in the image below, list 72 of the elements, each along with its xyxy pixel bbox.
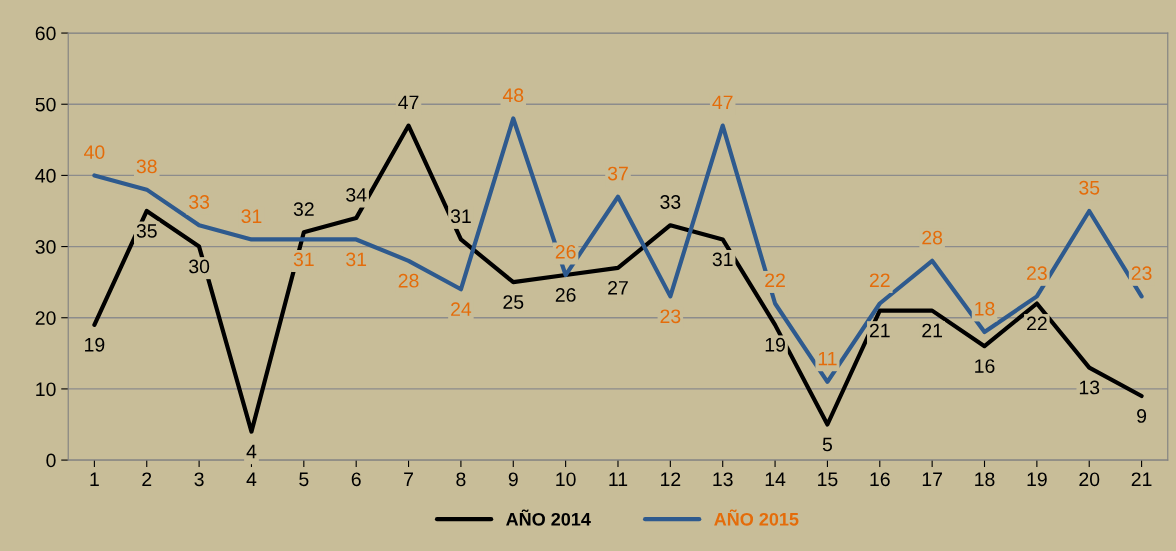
- data-label: 26: [555, 244, 576, 259]
- x-tick-label: 2: [142, 472, 152, 486]
- y-tick-label: 60: [35, 26, 56, 41]
- data-label: 23: [660, 309, 681, 324]
- data-label: 47: [398, 95, 419, 110]
- data-label: 19: [85, 337, 105, 352]
- data-label: 28: [398, 273, 419, 288]
- x-tick-label: 12: [661, 472, 681, 486]
- x-tick-label: 20: [1079, 472, 1100, 487]
- data-label: 40: [84, 145, 105, 160]
- x-tick-label: 17: [922, 472, 942, 486]
- x-tick-label: 14: [765, 472, 786, 486]
- x-tick-label: 16: [870, 472, 890, 487]
- data-label: 25: [503, 295, 524, 309]
- data-label: 30: [189, 259, 210, 274]
- x-tick-label: 4: [246, 472, 257, 486]
- data-label: 31: [712, 252, 733, 267]
- x-tick-label: 1: [90, 472, 99, 486]
- data-label: 19: [765, 337, 785, 352]
- data-label: 22: [1027, 316, 1047, 331]
- x-tick-label: 18: [975, 472, 995, 487]
- data-label: 47: [712, 95, 733, 110]
- x-tick-label: 6: [351, 472, 361, 487]
- data-label: 38: [136, 159, 157, 174]
- x-tick-label: 15: [818, 472, 838, 487]
- y-tick-label: 40: [35, 168, 56, 183]
- data-label: 11: [818, 351, 837, 366]
- y-tick-label: 50: [35, 97, 56, 112]
- data-label: 31: [241, 209, 262, 224]
- data-label: 28: [922, 230, 943, 245]
- data-label: 5: [822, 437, 833, 452]
- data-label: 22: [765, 273, 785, 287]
- data-label: 32: [293, 202, 314, 216]
- data-label: 35: [136, 224, 157, 238]
- x-tick-label: 13: [713, 472, 733, 487]
- data-label: 31: [346, 252, 367, 267]
- x-tick-label: 8: [456, 472, 466, 487]
- data-label: 37: [607, 166, 628, 181]
- data-label: 16: [975, 359, 995, 373]
- x-tick-label: 10: [556, 472, 576, 487]
- y-tick-label: 10: [36, 382, 56, 397]
- data-label: 4: [246, 444, 257, 459]
- data-label: 27: [608, 280, 628, 295]
- data-label: 35: [1079, 180, 1100, 195]
- legend-label: AÑO 2015: [714, 509, 799, 526]
- data-label: 31: [293, 252, 314, 267]
- data-label: 21: [869, 323, 890, 338]
- data-label: 23: [1027, 266, 1047, 281]
- y-tick-label: 20: [35, 311, 56, 325]
- x-tick-label: 9: [508, 472, 518, 487]
- x-tick-label: 5: [299, 472, 309, 487]
- data-label: 34: [346, 187, 367, 202]
- data-label: 22: [869, 273, 890, 287]
- data-label: 33: [660, 195, 681, 209]
- data-label: 24: [451, 302, 472, 316]
- y-tick-label: 30: [35, 240, 56, 254]
- x-tick-label: 21: [1131, 472, 1152, 486]
- data-label: 31: [450, 209, 471, 224]
- x-tick-label: 11: [609, 472, 628, 486]
- data-label: 48: [502, 88, 524, 103]
- x-tick-label: 7: [404, 472, 413, 486]
- data-label: 21: [922, 323, 943, 338]
- data-label: 23: [1131, 266, 1152, 281]
- data-label: 33: [189, 195, 210, 209]
- data-label: 9: [1137, 409, 1147, 423]
- x-tick-label: 19: [1027, 472, 1047, 487]
- data-label: 13: [1079, 380, 1100, 395]
- data-label: 18: [975, 301, 995, 316]
- legend-label: AÑO 2014: [506, 509, 591, 526]
- x-tick-label: 3: [194, 472, 204, 487]
- y-tick-label: 0: [46, 453, 56, 468]
- data-label: 26: [555, 288, 576, 302]
